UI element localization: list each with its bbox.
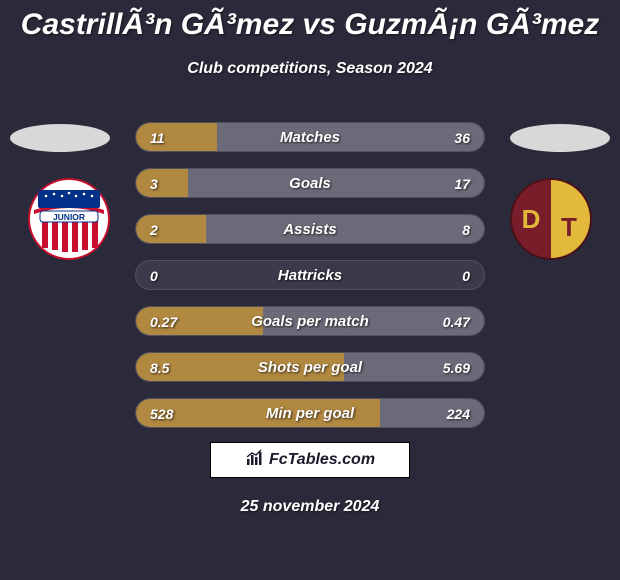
- club-badge-right: D T: [510, 178, 592, 260]
- page-subtitle: Club competitions, Season 2024: [0, 60, 620, 78]
- stat-label: Matches: [136, 123, 484, 152]
- stat-label: Goals: [136, 169, 484, 198]
- stat-row: 0.270.47Goals per match: [135, 306, 485, 336]
- stat-row: 28Assists: [135, 214, 485, 244]
- stat-label: Goals per match: [136, 307, 484, 336]
- stat-row: 8.55.69Shots per goal: [135, 352, 485, 382]
- watermark: FcTables.com: [210, 442, 410, 478]
- watermark-text: FcTables.com: [269, 451, 375, 469]
- stat-label: Assists: [136, 215, 484, 244]
- page-title: CastrillÃ³n GÃ³mez vs GuzmÃ¡n GÃ³mez: [0, 0, 620, 42]
- svg-text:JUNIOR: JUNIOR: [53, 212, 85, 222]
- junior-badge-icon: JUNIOR: [28, 178, 110, 260]
- stat-row: 00Hattricks: [135, 260, 485, 290]
- stat-row: 1136Matches: [135, 122, 485, 152]
- stats-container: 1136Matches 317Goals 28Assists 00Hattricks 0…: [135, 122, 485, 444]
- stat-label: Min per goal: [136, 399, 484, 428]
- svg-text:D: D: [522, 204, 541, 234]
- date-text: 25 november 2024: [0, 498, 620, 516]
- stat-label: Shots per goal: [136, 353, 484, 382]
- stat-label: Hattricks: [136, 261, 484, 290]
- stat-row: 317Goals: [135, 168, 485, 198]
- stat-row: 528224Min per goal: [135, 398, 485, 428]
- chart-icon: [245, 449, 263, 472]
- tolima-badge-icon: D T: [510, 178, 592, 260]
- player-left-silhouette: [10, 124, 110, 152]
- club-badge-left: JUNIOR: [28, 178, 110, 260]
- player-right-silhouette: [510, 124, 610, 152]
- svg-text:T: T: [561, 212, 577, 242]
